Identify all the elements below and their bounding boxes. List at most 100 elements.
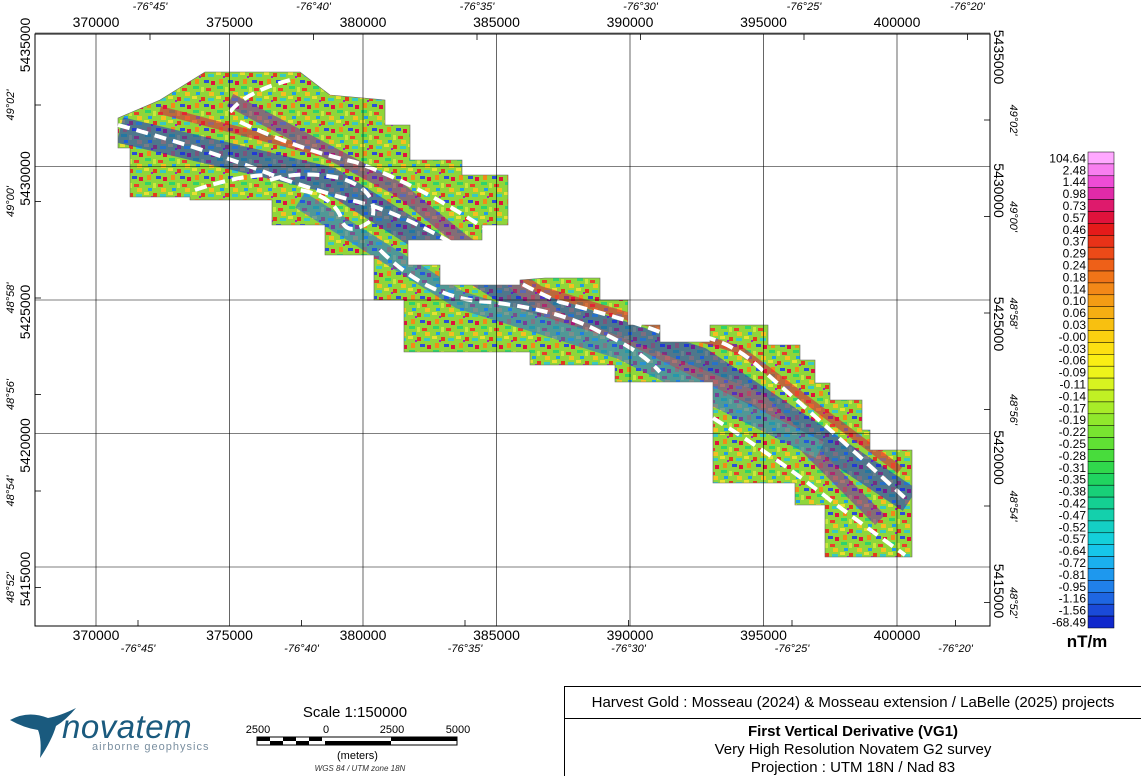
legend-value: -0.00 [1059,330,1087,344]
easting-label-bottom: 395000 [740,627,787,643]
lon-label-bottom: -76°20' [938,643,974,655]
lon-label-bottom: -76°30' [611,643,647,655]
legend-swatch [1087,389,1115,403]
scale-bar [256,736,458,746]
legend-value: -0.47 [1059,508,1087,522]
legend-swatch [1087,461,1115,474]
easting-label-bottom: 385000 [473,627,520,643]
legend-value: 0.10 [1063,294,1087,308]
legend-swatch [1087,354,1115,367]
legend-swatch [1087,413,1115,426]
easting-label-bottom: 390000 [607,627,654,643]
legend-value: -0.28 [1059,449,1087,463]
legend-value: 0.24 [1063,259,1087,273]
legend-swatch [1087,377,1115,391]
legend-swatch [1087,484,1115,498]
northing-label-right: 5425000 [991,297,1007,352]
easting-label-top: 400000 [874,14,921,30]
legend-value: 0.18 [1063,270,1087,284]
legend-value: 0.37 [1063,235,1087,249]
legend-swatch [1087,544,1115,557]
legend-value: -0.31 [1059,461,1087,475]
northing-label-left: 5425000 [17,285,33,340]
scale-datum: WGS 84 / UTM zone 18N [314,764,406,773]
legend-value: 0.14 [1063,282,1087,296]
projection-text: Projection : UTM 18N / Nad 83 [750,759,956,776]
legend-swatch [1087,330,1115,343]
legend-value: -0.22 [1059,425,1087,439]
lat-label-right: 48°58' [1007,298,1019,330]
legend-value: -0.19 [1059,413,1087,427]
title-block: Harvest Gold : Mosseau (2024) & Mosseau … [564,686,1141,776]
legend-swatch [1087,246,1115,260]
lat-label-left: 48°56' [5,378,17,410]
northing-label-right: 5415000 [991,564,1007,619]
legend-value: 0.57 [1063,211,1087,225]
legend-swatch [1087,235,1115,248]
easting-label-bottom: 375000 [206,627,253,643]
northing-label-left: 5430000 [17,151,33,206]
legend-swatch [1087,508,1115,522]
easting-label-bottom: 380000 [340,627,387,643]
legend-swatch [1087,365,1115,379]
northing-label-left: 5420000 [17,418,33,473]
lon-label-top: -76°25' [787,1,823,13]
legend-swatch [1087,306,1115,319]
color-legend: 104.642.481.440.980.730.570.460.370.290.… [1049,151,1115,630]
scale-tick-label: 2500 [379,724,405,736]
easting-label-top: 395000 [740,14,787,30]
legend-value: 0.98 [1063,187,1087,201]
product-title: First Vertical Derivative (VG1) [747,723,959,740]
legend-value: -0.14 [1059,389,1087,403]
lon-label-bottom: -76°35' [448,643,484,655]
legend-value: -0.38 [1059,485,1087,499]
easting-label-top: 375000 [206,14,253,30]
legend-value: 0.29 [1063,247,1087,261]
legend-value: 1.44 [1063,175,1087,189]
northing-label-left: 5435000 [17,18,33,73]
legend-swatch [1087,496,1115,510]
legend-value: -0.64 [1059,544,1087,558]
northing-label-right: 5420000 [991,430,1007,485]
legend-value: -0.06 [1059,354,1087,368]
novatem-logo [10,708,76,758]
legend-value: -0.81 [1059,568,1087,582]
legend-swatch [1087,556,1115,569]
legend-swatch [1087,270,1115,284]
legend-swatch [1087,580,1115,593]
legend-swatch [1087,175,1115,188]
scale-unit: (meters) [337,750,378,762]
legend-swatch [1087,520,1115,534]
lat-label-right: 48°54' [1007,491,1019,523]
contact-line-north [228,78,492,234]
lon-label-top: -76°45' [133,1,169,13]
legend-swatch [1087,318,1115,331]
scale-tick-labels: 2500 0 2500 5000 [240,724,490,738]
legend-swatch [1087,163,1115,177]
legend-swatch [1087,568,1115,581]
legend-swatch [1087,294,1115,307]
legend-value: 0.73 [1063,199,1087,213]
easting-label-top: 380000 [340,14,387,30]
legend-value: -0.09 [1059,366,1087,380]
legend-value: -0.17 [1059,401,1087,415]
scale-tick-label: 0 [322,724,330,736]
project-title: Harvest Gold : Mosseau (2024) & Mosseau … [565,687,1141,719]
lon-label-top: -76°30' [623,1,659,13]
lat-label-right: 48°52' [1007,587,1019,619]
legend-swatch [1087,187,1115,200]
scale-tick-label: 2500 [245,724,271,736]
legend-swatch [1087,401,1115,415]
easting-label-bottom: 400000 [874,627,921,643]
legend-value: -1.56 [1059,604,1087,618]
legend-value: 0.06 [1063,306,1087,320]
lat-label-left: 49°02' [5,89,17,121]
legend-swatch [1087,211,1115,224]
lon-label-bottom: -76°25' [775,643,811,655]
lat-label-left: 48°52' [5,571,17,603]
survey-description: Very High Resolution Novatem G2 survey [714,741,992,758]
legend-swatch [1087,151,1115,165]
easting-label-top: 385000 [473,14,520,30]
legend-value: -0.72 [1059,556,1087,570]
